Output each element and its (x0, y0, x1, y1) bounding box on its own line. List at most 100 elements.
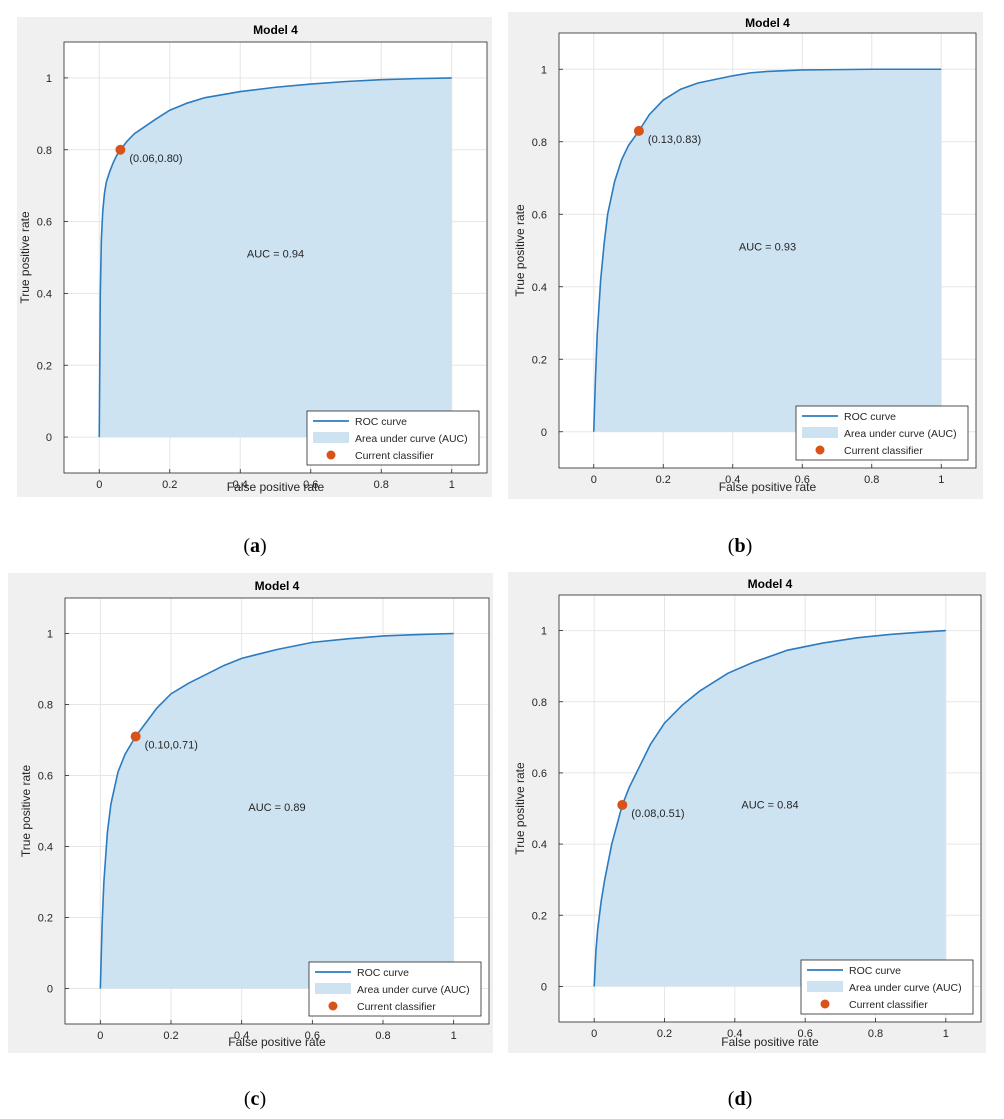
axes-box (63, 41, 488, 474)
auc-area (100, 633, 454, 989)
legend-auc-swatch (313, 432, 349, 443)
x-tick-label: 0.4 (234, 1030, 249, 1042)
x-tick-label: 0.4 (727, 1028, 742, 1040)
legend-roc-label: ROC curve (849, 965, 901, 977)
y-tick-label: 0.4 (532, 839, 547, 851)
y-tick-label: 0.4 (532, 282, 547, 294)
x-tick-label: 1 (449, 479, 455, 491)
y-tick-label: 0.4 (38, 842, 53, 854)
chart-svg-b: 0 0.2 0.4 0.6 0.8 1 0 0.2 0.4 0.6 0.8 1 Model 4 False… (513, 16, 977, 494)
y-tick-label: 0.6 (37, 217, 52, 229)
y-tick-label: 0.4 (37, 288, 52, 300)
x-axis-label: False positive rate (227, 480, 325, 494)
y-tick-label: 0.2 (38, 913, 53, 925)
classifier-point (130, 731, 141, 742)
y-tick-label: 0.2 (37, 360, 52, 372)
legend: ROC curve Area under curve (AUC) Current c… (800, 959, 974, 1015)
x-tick-label: 0.8 (868, 1028, 883, 1040)
roc-curve-line (99, 632, 454, 989)
legend-auc-label: Area under curve (AUC) (844, 428, 957, 440)
y-axis-label: True positive rate (513, 762, 527, 855)
legend-auc-label: Area under curve (AUC) (357, 984, 470, 996)
legend-classifier-label: Current classifier (357, 1001, 436, 1013)
legend-classifier-label: Current classifier (849, 999, 928, 1011)
x-tick-label: 0 (591, 1028, 597, 1040)
y-tick-label: 0.2 (532, 910, 547, 922)
y-tick-label: 0.8 (532, 697, 547, 709)
auc-label: AUC = 0.89 (248, 802, 305, 814)
axes-box (64, 597, 490, 1025)
auc-label: AUC = 0.84 (741, 800, 798, 812)
classifier-point-label: (0.06,0.80) (129, 153, 182, 165)
y-axis-label: True positive rate (513, 204, 527, 297)
roc-curve-line (593, 629, 946, 987)
x-tick-label: 0.2 (656, 474, 671, 486)
classifier-point (617, 799, 628, 810)
x-tick-label: 1 (451, 1030, 457, 1042)
classifier-point (115, 144, 126, 155)
legend-auc-label: Area under curve (AUC) (849, 982, 962, 994)
chart-svg-c: 0 0.2 0.4 0.6 0.8 1 0 0.2 0.4 0.6 0.8 1 Model 4 False… (19, 579, 490, 1049)
x-axis-label: False positive rate (719, 480, 817, 494)
chart-svg-d: 0 0.2 0.4 0.6 0.8 1 0 0.2 0.4 0.6 0.8 1 Model 4 False… (513, 577, 982, 1049)
classifier-point-label: (0.13,0.83) (648, 134, 701, 146)
x-tick-label: 0.4 (725, 474, 740, 486)
chart-title: Model 4 (253, 23, 298, 37)
legend-auc-swatch (807, 981, 843, 992)
y-tick-label: 0.8 (38, 700, 53, 712)
classifier-point-label: (0.08,0.51) (631, 808, 684, 820)
chart-title: Model 4 (748, 577, 793, 591)
y-tick-label: 0.6 (532, 209, 547, 221)
legend-classifier-swatch (815, 445, 825, 455)
x-tick-label: 0.2 (163, 1030, 178, 1042)
auc-area (594, 630, 946, 987)
y-tick-label: 0 (541, 427, 547, 439)
x-tick-label: 1 (943, 1028, 949, 1040)
x-tick-label: 0.6 (795, 474, 810, 486)
auc-label: AUC = 0.93 (739, 242, 796, 254)
roc-curve-line (98, 77, 452, 438)
x-axis-label: False positive rate (228, 1035, 326, 1049)
x-tick-label: 0 (591, 474, 597, 486)
legend-classifier-swatch (326, 450, 336, 460)
x-tick-label: 0.6 (798, 1028, 813, 1040)
x-tick-label: 0.2 (162, 479, 177, 491)
legend: ROC curve Area under curve (AUC) Current c… (795, 405, 969, 461)
axes-box (558, 594, 982, 1023)
chart-panel-b: 0 0.2 0.4 0.6 0.8 1 0 0.2 0.4 0.6 0.8 1 Model 4 False… (508, 12, 983, 499)
panel-label-d: (d) (727, 1088, 753, 1110)
y-tick-label: 0 (541, 981, 547, 993)
panel-label-c: (c) (243, 1088, 267, 1110)
chart-panel-a: 0 0.2 0.4 0.6 0.8 1 0 0.2 0.4 0.6 0.8 1 Model 4 False… (17, 17, 492, 497)
chart-svg-a: 0 0.2 0.4 0.6 0.8 1 0 0.2 0.4 0.6 0.8 1 Model 4 False… (18, 23, 488, 494)
chart-title: Model 4 (255, 579, 300, 593)
x-tick-label: 0.4 (233, 479, 248, 491)
classifier-point-label: (0.10,0.71) (145, 739, 198, 751)
x-tick-label: 0.2 (657, 1028, 672, 1040)
x-tick-label: 0.6 (305, 1030, 320, 1042)
y-tick-label: 0.8 (37, 145, 52, 157)
x-tick-label: 0 (96, 479, 102, 491)
x-tick-label: 0 (97, 1030, 103, 1042)
legend-roc-label: ROC curve (355, 416, 407, 428)
classifier-point (633, 125, 644, 136)
x-axis-label: False positive rate (721, 1035, 819, 1049)
legend-classifier-label: Current classifier (844, 445, 923, 457)
y-tick-label: 1 (47, 629, 53, 641)
y-axis-label: True positive rate (18, 211, 32, 304)
y-tick-label: 0 (46, 432, 52, 444)
x-tick-label: 1 (938, 474, 944, 486)
x-tick-label: 0.8 (374, 479, 389, 491)
y-tick-label: 1 (541, 64, 547, 76)
panel-label-a: (a) (243, 535, 267, 557)
legend: ROC curve Area under curve (AUC) Current c… (306, 410, 480, 466)
axes-box (558, 32, 977, 469)
legend-classifier-swatch (328, 1001, 338, 1011)
chart-panel-d: 0 0.2 0.4 0.6 0.8 1 0 0.2 0.4 0.6 0.8 1 Model 4 False… (508, 572, 986, 1053)
legend-roc-label: ROC curve (844, 411, 896, 423)
y-axis-label: True positive rate (19, 765, 33, 858)
legend: ROC curve Area under curve (AUC) Current c… (308, 961, 482, 1017)
legend-auc-label: Area under curve (AUC) (355, 433, 468, 445)
y-tick-label: 0.6 (38, 771, 53, 783)
legend-classifier-swatch (820, 999, 830, 1009)
